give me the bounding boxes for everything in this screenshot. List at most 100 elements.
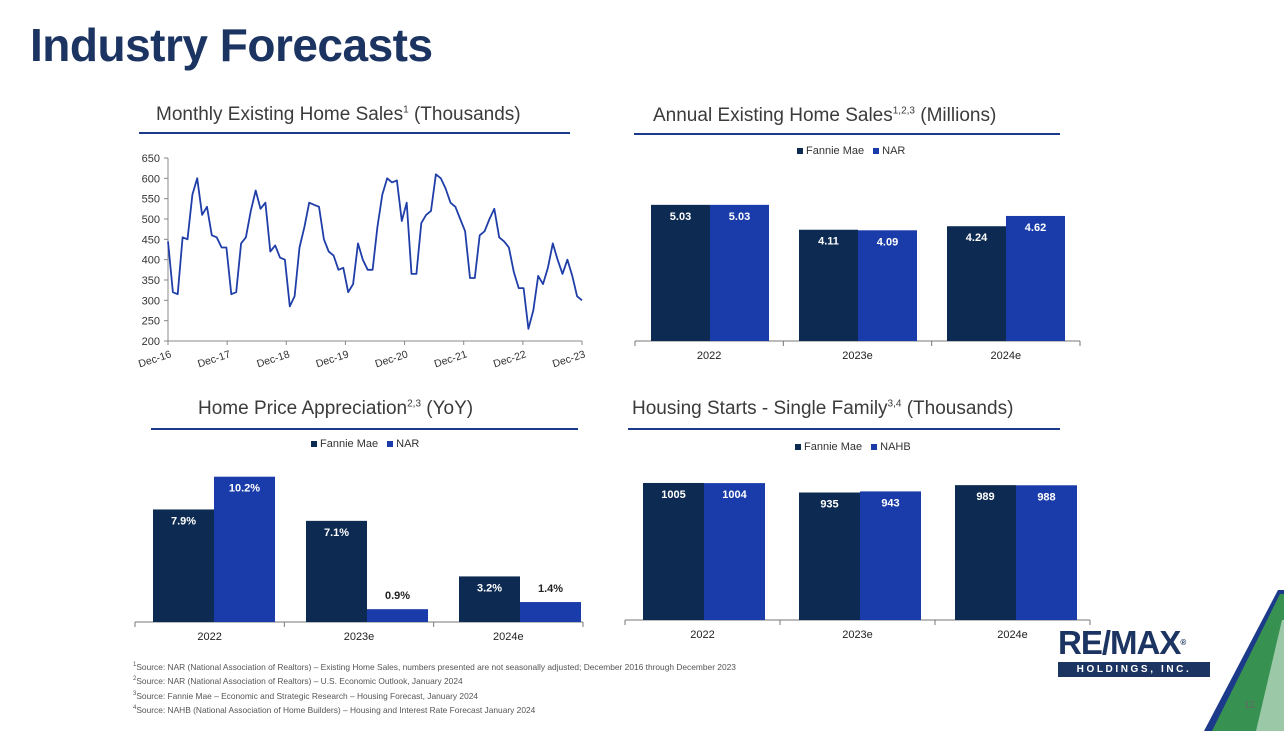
bar-nahb bbox=[704, 483, 765, 620]
bar-fannie-mae bbox=[799, 229, 858, 341]
annual-sales-bar-chart: 5.03 5.03 2022 4.11 4.09 2023e 4.24 4.62 2024e bbox=[634, 204, 1081, 362]
data-label: 0.9% bbox=[385, 590, 410, 602]
data-label: 935 bbox=[820, 499, 838, 511]
y-tick-label: 250 bbox=[142, 316, 160, 328]
legend-swatch-fannie bbox=[797, 147, 803, 154]
bar-nar bbox=[1006, 215, 1065, 341]
x-tick-label: Dec-20 bbox=[374, 348, 410, 370]
monthly-sales-line-chart: 200 250 300 350 400 450 500 550 600 650 Dec-16 Dec-… bbox=[137, 153, 587, 370]
bar-fannie-mae bbox=[799, 492, 860, 620]
legend-label-fannie: Fannie Mae bbox=[806, 145, 865, 157]
x-tick-label: Dec-21 bbox=[433, 348, 469, 370]
annual-title-rule bbox=[634, 133, 1060, 135]
data-label: 1004 bbox=[722, 489, 747, 501]
data-label: 988 bbox=[1037, 491, 1055, 503]
legend-swatch-fannie bbox=[311, 440, 317, 447]
x-tick-label: Dec-19 bbox=[314, 348, 350, 370]
data-label: 10.2% bbox=[229, 483, 260, 495]
annual-chart-title: Annual Existing Home Sales1,2,3 (Million… bbox=[653, 105, 997, 126]
category-label: 2022 bbox=[697, 350, 721, 362]
y-tick-label: 450 bbox=[142, 234, 160, 246]
legend-swatch-nar bbox=[387, 440, 394, 447]
bar-nahb bbox=[1016, 485, 1077, 620]
page-title: Industry Forecasts bbox=[30, 19, 433, 71]
x-tick-label: Dec-23 bbox=[551, 348, 587, 370]
legend-swatch-fannie bbox=[795, 443, 801, 450]
y-tick-label: 300 bbox=[142, 295, 160, 307]
bar-fannie-mae bbox=[651, 204, 710, 341]
bar-fannie-mae bbox=[643, 482, 704, 620]
category-label: 2023e bbox=[842, 629, 873, 641]
bar-fannie-mae bbox=[153, 509, 214, 622]
data-label: 3.2% bbox=[477, 582, 502, 594]
y-tick-label: 500 bbox=[142, 214, 160, 226]
x-tick-label: Dec-18 bbox=[255, 348, 291, 370]
data-label: 943 bbox=[881, 497, 899, 509]
data-label: 1.4% bbox=[538, 583, 563, 595]
legend-label-fannie: Fannie Mae bbox=[804, 441, 863, 453]
starts-legend: Fannie Mae NAHB bbox=[789, 441, 911, 453]
annual-legend: Fannie Mae NAR bbox=[791, 145, 905, 157]
starts-chart-title: Housing Starts - Single Family3,4 (Thous… bbox=[632, 398, 1014, 419]
data-label: 4.24 bbox=[966, 232, 988, 244]
y-tick-label: 200 bbox=[142, 336, 160, 348]
bar-fannie-mae bbox=[955, 485, 1016, 620]
legend-label-nar: NAR bbox=[882, 145, 906, 157]
x-tick-label: Dec-22 bbox=[492, 348, 528, 370]
y-tick-label: 400 bbox=[142, 255, 160, 267]
y-tick-label: 650 bbox=[142, 153, 160, 165]
housing-starts-bar-chart: 1005 1004 2022 935 943 2023e 989 988 2024e bbox=[624, 482, 1091, 641]
category-label: 2024e bbox=[997, 629, 1028, 641]
bar-fannie-mae bbox=[306, 520, 367, 622]
legend-swatch-nahb bbox=[871, 443, 878, 450]
legend-label-nahb: NAHB bbox=[880, 441, 911, 453]
hpa-legend: Fannie Mae NAR bbox=[305, 438, 419, 450]
category-label: 2022 bbox=[690, 629, 714, 641]
monthly-chart-title: Monthly Existing Home Sales1 (Thousands) bbox=[156, 104, 521, 125]
footnote-4: 4Source: NAHB (National Association of H… bbox=[133, 704, 536, 715]
y-tick-label: 600 bbox=[142, 173, 160, 185]
bar-fannie-mae bbox=[947, 226, 1006, 341]
data-label: 4.11 bbox=[818, 236, 839, 248]
legend-label-nar: NAR bbox=[396, 438, 420, 450]
series-line bbox=[167, 173, 583, 330]
category-label: 2023e bbox=[842, 350, 873, 362]
legend-label-fannie: Fannie Mae bbox=[320, 438, 379, 450]
bar-nar bbox=[520, 602, 581, 622]
hpa-title-rule bbox=[151, 428, 578, 430]
category-label: 2023e bbox=[344, 631, 375, 643]
x-tick-label: Dec-16 bbox=[137, 348, 173, 370]
data-label: 5.03 bbox=[729, 211, 750, 223]
data-label: 1005 bbox=[661, 489, 685, 501]
data-label: 7.9% bbox=[171, 515, 196, 527]
hpa-chart-title: Home Price Appreciation2,3 (YoY) bbox=[198, 398, 474, 419]
bar-fannie-mae bbox=[459, 576, 520, 622]
y-tick-label: 350 bbox=[142, 275, 160, 287]
footnote-3: 3Source: Fannie Mae – Economic and Strat… bbox=[133, 690, 479, 701]
corner-accent-stripe bbox=[1204, 590, 1284, 731]
legend-swatch-nar bbox=[873, 147, 880, 154]
bar-nar bbox=[214, 476, 275, 622]
home-price-bar-chart: 7.9% 10.2% 2022 7.1% 0.9% 2023e 3.2% 1.4% 2024e bbox=[134, 476, 584, 643]
y-tick-label: 550 bbox=[142, 194, 160, 206]
monthly-title-rule bbox=[139, 132, 570, 134]
footnotes: 1Source: NAR (National Association of Re… bbox=[133, 659, 736, 717]
category-label: 2024e bbox=[493, 631, 524, 643]
data-label: 989 bbox=[976, 491, 994, 503]
x-tick-label: Dec-17 bbox=[196, 348, 232, 370]
footnote-2: 2Source: NAR (National Association of Re… bbox=[133, 676, 463, 687]
data-label: 5.03 bbox=[670, 211, 691, 223]
bar-nar bbox=[710, 204, 769, 341]
starts-title-rule bbox=[628, 428, 1060, 430]
category-label: 2024e bbox=[991, 350, 1022, 362]
page-number: 12 bbox=[1244, 700, 1256, 711]
category-label: 2022 bbox=[197, 631, 221, 643]
bar-nar bbox=[858, 230, 917, 341]
data-label: 7.1% bbox=[324, 527, 349, 539]
data-label: 4.62 bbox=[1025, 222, 1046, 234]
bar-nar bbox=[367, 609, 428, 622]
logo-wordmark: RE/MAX® bbox=[1058, 624, 1186, 661]
remax-logo: RE/MAX® HOLDINGS, INC. bbox=[1058, 626, 1218, 677]
bar-nahb bbox=[860, 491, 921, 620]
footnote-1: 1Source: NAR (National Association of Re… bbox=[133, 661, 736, 672]
